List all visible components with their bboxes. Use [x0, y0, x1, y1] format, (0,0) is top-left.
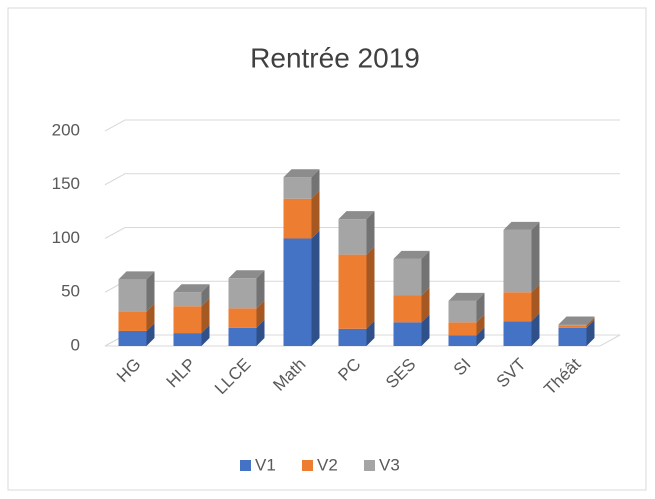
bar	[173, 292, 202, 307]
bar	[118, 311, 147, 331]
chart-title: Rentrée 2019	[250, 42, 420, 73]
bar	[503, 292, 532, 322]
bar	[173, 306, 202, 334]
bar	[393, 295, 422, 323]
bar-side	[366, 246, 375, 329]
bar-side	[146, 322, 155, 346]
y-tick-label: 100	[52, 228, 80, 247]
y-tick-label: 50	[61, 282, 80, 301]
bar-top	[118, 271, 155, 280]
legend: V1 V2 V3	[240, 455, 400, 474]
bar	[228, 308, 257, 328]
bar	[173, 333, 202, 346]
bar-side	[586, 317, 595, 328]
bar	[558, 327, 587, 346]
bar-side	[476, 314, 485, 336]
bar-top	[393, 250, 430, 259]
bar-side	[586, 316, 595, 326]
bar-top	[228, 270, 265, 279]
bar-side	[421, 287, 430, 323]
bar-side	[476, 327, 485, 346]
bar-side	[421, 250, 430, 296]
legend-swatch	[364, 460, 375, 471]
bar	[283, 238, 312, 346]
bar-side	[531, 221, 540, 293]
bar-side	[256, 270, 265, 309]
legend-swatch	[240, 460, 251, 471]
bar	[338, 328, 367, 346]
bar-side	[201, 284, 210, 307]
bar-side	[201, 298, 210, 334]
bar	[503, 229, 532, 293]
bar-side	[311, 190, 320, 239]
bar	[558, 324, 587, 326]
bar-top	[448, 292, 485, 301]
bar	[338, 254, 367, 329]
bar-top	[558, 316, 595, 325]
bar-side	[586, 319, 595, 346]
grid-line	[104, 173, 620, 186]
bar	[283, 198, 312, 239]
bar-top	[338, 211, 375, 220]
bar-side	[201, 325, 210, 346]
bar	[448, 300, 477, 323]
bar-top	[503, 221, 540, 230]
chart-border	[7, 7, 647, 491]
bar-side	[146, 271, 155, 312]
grid-line	[104, 119, 620, 132]
bar-side	[531, 284, 540, 322]
legend-label: V3	[379, 455, 400, 474]
bar-side	[531, 313, 540, 346]
floor	[104, 334, 621, 347]
y-tick-label: 200	[52, 120, 80, 139]
bar-side	[421, 314, 430, 346]
legend-label: V2	[317, 455, 338, 474]
bar	[448, 322, 477, 336]
legend-swatch	[302, 460, 313, 471]
bar	[393, 322, 422, 346]
bar	[228, 278, 257, 309]
bar-side	[256, 300, 265, 328]
bar-side	[311, 230, 320, 346]
bar	[448, 335, 477, 346]
bar	[283, 177, 312, 199]
legend-label: V1	[255, 455, 276, 474]
grid-line	[104, 227, 620, 239]
bar-side	[366, 320, 375, 346]
bar-side	[256, 319, 265, 346]
bar	[228, 327, 257, 346]
bar	[118, 279, 147, 312]
bar-top	[283, 169, 320, 178]
bar	[558, 325, 587, 328]
bar	[118, 330, 147, 346]
bar-side	[311, 169, 320, 199]
bar	[338, 219, 367, 255]
bar-side	[476, 292, 485, 323]
bar-side	[366, 211, 375, 255]
bar-top	[173, 284, 210, 293]
bar	[503, 321, 532, 346]
bar-side	[146, 303, 155, 331]
y-tick-label: 150	[52, 174, 80, 193]
y-tick-label: 0	[71, 335, 80, 354]
bar	[393, 258, 422, 296]
